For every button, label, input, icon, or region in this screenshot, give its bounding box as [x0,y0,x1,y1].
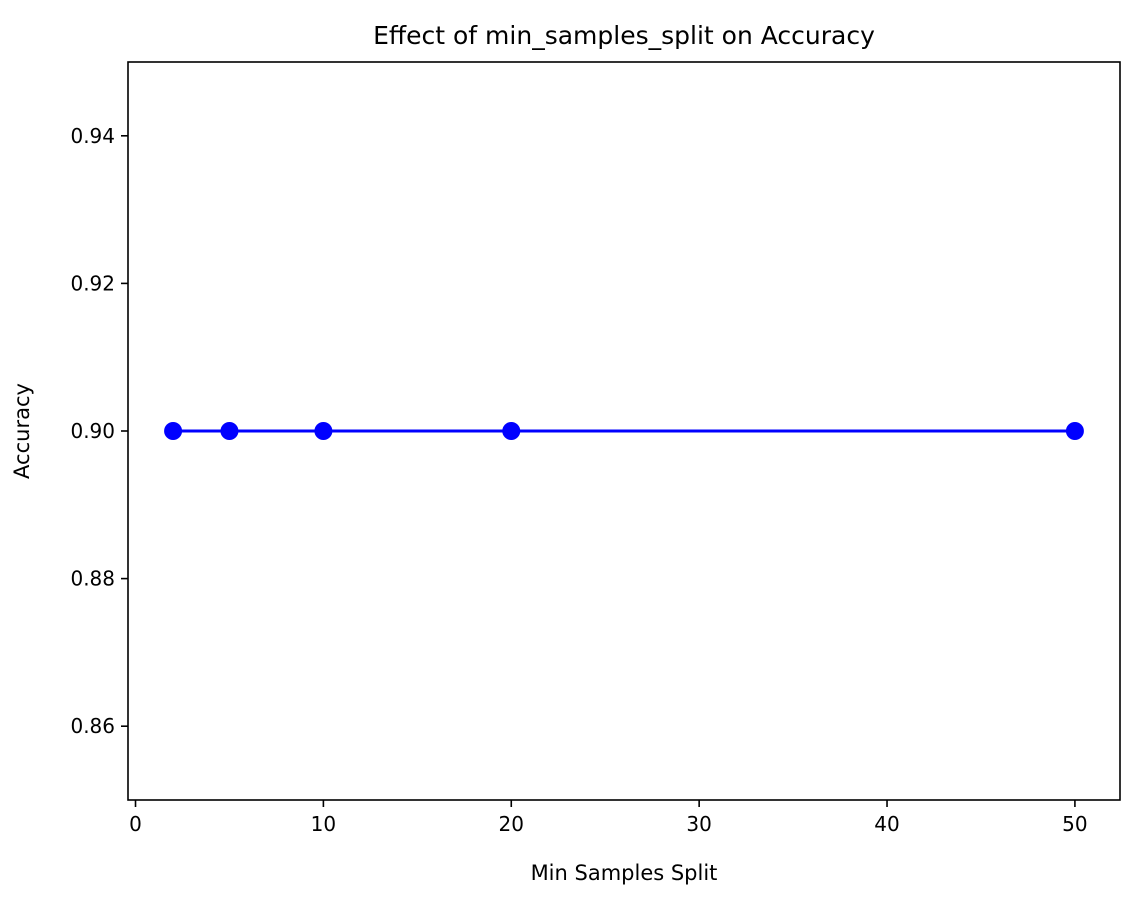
x-tick-label: 30 [686,812,711,836]
x-tick-label: 50 [1062,812,1087,836]
plot-frame [127,61,1121,801]
data-point [314,422,333,440]
y-tick-label: 0.90 [70,419,115,443]
data-point [502,422,521,440]
x-axis-ticks: 0 10 20 30 40 50 [129,800,1088,836]
x-tick-label: 0 [129,812,142,836]
x-tick-label: 20 [499,812,524,836]
chart-title: Effect of min_samples_split on Accuracy [373,21,875,50]
y-tick-label: 0.86 [70,714,115,738]
x-axis-label: Min Samples Split [531,861,718,885]
data-point [1065,422,1084,440]
y-axis-ticks: 0.86 0.88 0.90 0.92 0.94 [70,124,128,738]
data-point [164,422,183,440]
x-tick-label: 40 [874,812,899,836]
series-layer [164,422,1084,440]
y-tick-label: 0.94 [70,124,115,148]
data-point [220,422,239,440]
y-tick-label: 0.88 [70,567,115,591]
y-axis-label: Accuracy [10,383,34,479]
x-tick-label: 10 [311,812,336,836]
y-tick-label: 0.92 [70,271,115,295]
